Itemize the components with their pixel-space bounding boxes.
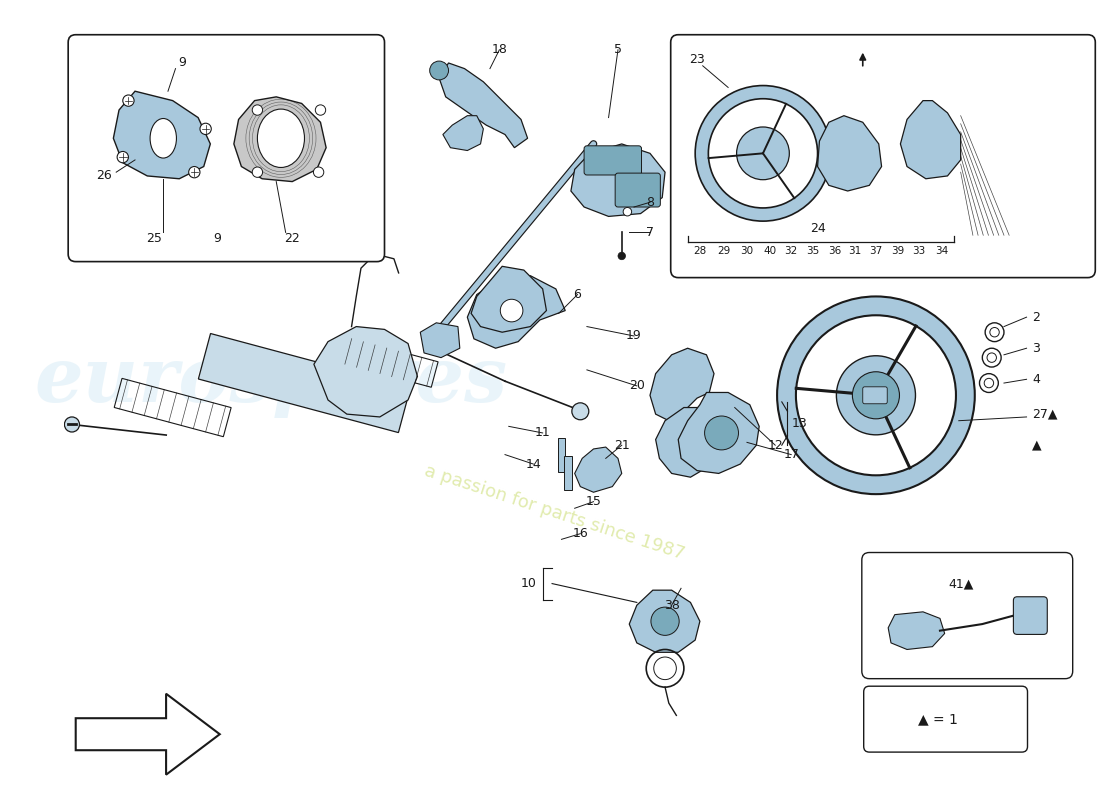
Polygon shape: [468, 276, 565, 348]
FancyBboxPatch shape: [671, 34, 1096, 278]
Circle shape: [430, 61, 449, 80]
Text: 34: 34: [935, 246, 948, 256]
Text: ▲: ▲: [1032, 438, 1042, 452]
Text: 18: 18: [492, 43, 507, 56]
Text: 24: 24: [810, 222, 825, 235]
Text: 4: 4: [1032, 373, 1041, 386]
Text: 17: 17: [783, 448, 799, 461]
Polygon shape: [443, 116, 483, 150]
FancyBboxPatch shape: [584, 146, 641, 175]
Circle shape: [572, 403, 588, 420]
Text: 8: 8: [646, 196, 654, 209]
Text: 30: 30: [740, 246, 754, 256]
Text: 16: 16: [572, 527, 588, 540]
Polygon shape: [901, 101, 960, 178]
Text: 26: 26: [96, 170, 112, 182]
Polygon shape: [198, 334, 410, 433]
Circle shape: [836, 356, 915, 435]
Text: 28: 28: [693, 246, 706, 256]
Circle shape: [123, 95, 134, 106]
Text: eurospares: eurospares: [35, 344, 508, 418]
Polygon shape: [471, 266, 547, 332]
Text: 38: 38: [663, 598, 680, 612]
Text: 11: 11: [535, 426, 550, 439]
Ellipse shape: [150, 118, 176, 158]
FancyBboxPatch shape: [1013, 597, 1047, 634]
Polygon shape: [314, 326, 418, 417]
Text: 41▲: 41▲: [948, 577, 974, 590]
FancyBboxPatch shape: [615, 173, 660, 207]
Text: 29: 29: [717, 246, 730, 256]
Text: 21: 21: [614, 438, 629, 452]
Circle shape: [65, 417, 79, 432]
Polygon shape: [817, 116, 881, 191]
FancyBboxPatch shape: [861, 553, 1072, 678]
FancyBboxPatch shape: [864, 686, 1027, 752]
Circle shape: [500, 299, 522, 322]
Text: 32: 32: [784, 246, 798, 256]
Text: 15: 15: [585, 495, 602, 508]
Polygon shape: [420, 323, 460, 358]
Circle shape: [252, 167, 263, 178]
Circle shape: [624, 207, 631, 216]
Circle shape: [252, 105, 263, 115]
Text: 22: 22: [285, 231, 300, 245]
Text: 33: 33: [913, 246, 926, 256]
Circle shape: [117, 151, 129, 162]
Circle shape: [618, 252, 626, 260]
Text: 31: 31: [848, 246, 861, 256]
Text: 14: 14: [526, 458, 541, 470]
Polygon shape: [76, 694, 220, 774]
Text: 9: 9: [213, 231, 221, 245]
Polygon shape: [558, 438, 565, 471]
Text: a passion for parts since 1987: a passion for parts since 1987: [421, 462, 686, 564]
Polygon shape: [571, 144, 666, 217]
Text: 37: 37: [869, 246, 882, 256]
FancyBboxPatch shape: [68, 34, 385, 262]
Text: 2: 2: [1032, 310, 1041, 324]
Text: 35: 35: [806, 246, 820, 256]
Text: 6: 6: [573, 288, 582, 301]
Circle shape: [737, 127, 790, 180]
Polygon shape: [650, 348, 714, 421]
Circle shape: [189, 166, 200, 178]
FancyBboxPatch shape: [862, 387, 888, 404]
Polygon shape: [234, 97, 326, 182]
Wedge shape: [777, 297, 975, 494]
Polygon shape: [679, 393, 759, 474]
Text: 5: 5: [614, 43, 622, 56]
Text: 9: 9: [178, 57, 186, 70]
Circle shape: [314, 167, 323, 178]
Text: 36: 36: [828, 246, 842, 256]
Circle shape: [316, 105, 326, 115]
Text: 20: 20: [629, 379, 645, 392]
Ellipse shape: [257, 109, 305, 167]
Polygon shape: [113, 91, 210, 178]
Polygon shape: [564, 457, 572, 490]
Circle shape: [705, 416, 738, 450]
Text: 39: 39: [891, 246, 904, 256]
Polygon shape: [629, 590, 700, 652]
Text: 12: 12: [768, 438, 783, 452]
Text: 7: 7: [646, 226, 654, 239]
Polygon shape: [656, 407, 725, 477]
Text: 10: 10: [521, 577, 537, 590]
Polygon shape: [888, 612, 945, 650]
Text: 13: 13: [791, 417, 807, 430]
Polygon shape: [439, 63, 528, 148]
Text: 23: 23: [690, 53, 705, 66]
Text: 19: 19: [626, 330, 642, 342]
Circle shape: [651, 607, 679, 635]
Text: 25: 25: [146, 231, 162, 245]
Circle shape: [852, 372, 900, 419]
Wedge shape: [695, 86, 830, 221]
Polygon shape: [574, 447, 622, 492]
Circle shape: [200, 123, 211, 134]
Text: 27▲: 27▲: [1032, 408, 1058, 421]
Text: ▲ = 1: ▲ = 1: [918, 712, 958, 726]
Text: 40: 40: [763, 246, 777, 256]
Text: 3: 3: [1032, 342, 1041, 354]
